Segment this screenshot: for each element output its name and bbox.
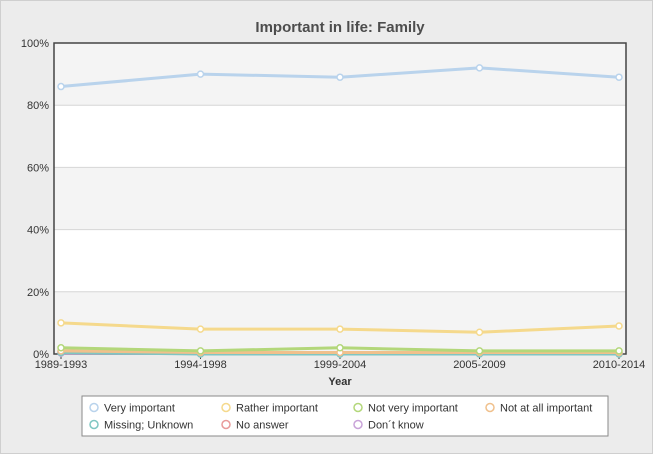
data-point bbox=[336, 325, 344, 333]
legend-box bbox=[81, 395, 609, 437]
data-point bbox=[615, 73, 623, 81]
data-point bbox=[196, 70, 205, 78]
x-tick-label: 2005-2009 bbox=[453, 359, 506, 371]
y-tick-label: 20% bbox=[27, 287, 49, 299]
x-tick-label: 1994-1998 bbox=[174, 359, 227, 371]
x-axis-label: Year bbox=[328, 376, 352, 388]
legend-marker bbox=[353, 402, 363, 413]
data-point bbox=[57, 82, 65, 91]
data-point bbox=[615, 347, 623, 355]
legend-label: Very important bbox=[104, 403, 175, 415]
legend-item: Missing; Unknown bbox=[89, 419, 193, 432]
legend-label: Not at all important bbox=[500, 403, 592, 415]
y-tick-label: 100% bbox=[21, 38, 49, 50]
x-tick-label: 1999-2004 bbox=[314, 359, 367, 371]
legend-item: No answer bbox=[221, 419, 289, 432]
plot-background bbox=[54, 43, 626, 354]
legend-marker bbox=[353, 419, 363, 430]
chart-title: Important in life: Family bbox=[255, 19, 425, 36]
legend-label: Missing; Unknown bbox=[104, 420, 193, 432]
data-point bbox=[475, 328, 484, 336]
series-layer bbox=[57, 64, 623, 358]
data-point bbox=[336, 73, 344, 81]
y-tick-label: 0% bbox=[33, 349, 49, 361]
legend-item: Don´t know bbox=[353, 419, 424, 432]
legend-marker bbox=[221, 419, 231, 430]
legend-item: Very important bbox=[89, 402, 175, 415]
legend-marker bbox=[89, 419, 99, 430]
data-point bbox=[196, 325, 205, 333]
series-1 bbox=[57, 64, 623, 91]
legend-marker bbox=[89, 402, 99, 413]
plot-band bbox=[54, 167, 626, 230]
y-tick-label: 60% bbox=[27, 162, 49, 174]
legend: Very important Rather important Not very i… bbox=[81, 395, 609, 437]
legend-item: Not at all important bbox=[485, 402, 592, 415]
legend-label: No answer bbox=[236, 420, 289, 432]
legend-item: Not very important bbox=[353, 402, 458, 415]
legend-label: Not very important bbox=[368, 403, 458, 415]
legend-marker bbox=[221, 402, 231, 413]
legend-label: Don´t know bbox=[368, 420, 424, 432]
legend-label: Rather important bbox=[236, 403, 318, 415]
x-tick-label: 1989-1993 bbox=[35, 359, 88, 371]
y-tick-label: 80% bbox=[27, 100, 49, 112]
data-point bbox=[57, 344, 65, 352]
series-2 bbox=[57, 319, 623, 336]
y-tick-label: 40% bbox=[27, 225, 49, 237]
y-axis-ticks: 0% 20% 40% 60% 80% 100% bbox=[21, 38, 49, 361]
legend-marker bbox=[485, 402, 495, 413]
legend-item: Rather important bbox=[221, 402, 318, 415]
data-point bbox=[196, 347, 205, 355]
plot-band bbox=[54, 291, 626, 354]
series-3 bbox=[57, 344, 623, 355]
data-point bbox=[336, 344, 344, 352]
x-axis-ticks: 1989-1993 1994-1998 1999-2004 2005-2009 2010… bbox=[35, 354, 646, 371]
data-point bbox=[57, 319, 65, 327]
x-tick-label: 2010-2014 bbox=[593, 359, 646, 371]
data-point bbox=[475, 64, 484, 72]
data-point bbox=[615, 322, 623, 330]
data-point bbox=[475, 347, 484, 355]
